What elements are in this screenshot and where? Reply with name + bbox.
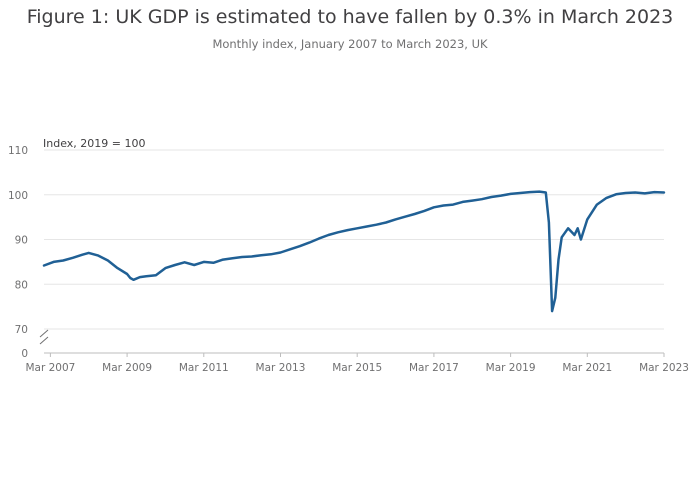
x-tick-label: Mar 2009 xyxy=(102,362,152,374)
axis-break-mark xyxy=(39,329,49,338)
y-tick-labels: 0 70 80 90 100 110 xyxy=(8,145,28,360)
x-tick-label: Mar 2013 xyxy=(256,362,306,374)
series-line xyxy=(42,190,666,313)
axis-break-mark xyxy=(39,336,49,345)
x-tick-label: Mar 2007 xyxy=(25,362,75,374)
chart-title: Figure 1: UK GDP is estimated to have fa… xyxy=(26,6,674,28)
x-tick-label: Mar 2011 xyxy=(179,362,229,374)
x-tick-label: Mar 2019 xyxy=(486,362,536,374)
y-axis-break xyxy=(39,329,49,345)
y-tick-label: 0 xyxy=(21,348,28,360)
chart-subtitle: Monthly index, January 2007 to March 202… xyxy=(212,37,488,51)
y-axis-label: Index, 2019 = 100 xyxy=(43,137,145,150)
y-tick-label: 90 xyxy=(15,235,28,247)
series-layer xyxy=(42,190,666,313)
y-tick-label: 110 xyxy=(8,145,28,157)
x-tick-label: Mar 2015 xyxy=(332,362,382,374)
grid-lines xyxy=(44,149,664,354)
x-tick-label: Mar 2021 xyxy=(562,362,612,374)
y-tick-label: 70 xyxy=(15,324,28,336)
y-tick-label: 100 xyxy=(8,190,28,202)
x-tick-label: Mar 2023 xyxy=(639,362,689,374)
x-tick-labels: Mar 2007 Mar 2009 Mar 2011 Mar 2013 Mar 2015… xyxy=(25,353,689,374)
x-tick-label: Mar 2017 xyxy=(409,362,459,374)
y-tick-label: 80 xyxy=(15,279,28,291)
